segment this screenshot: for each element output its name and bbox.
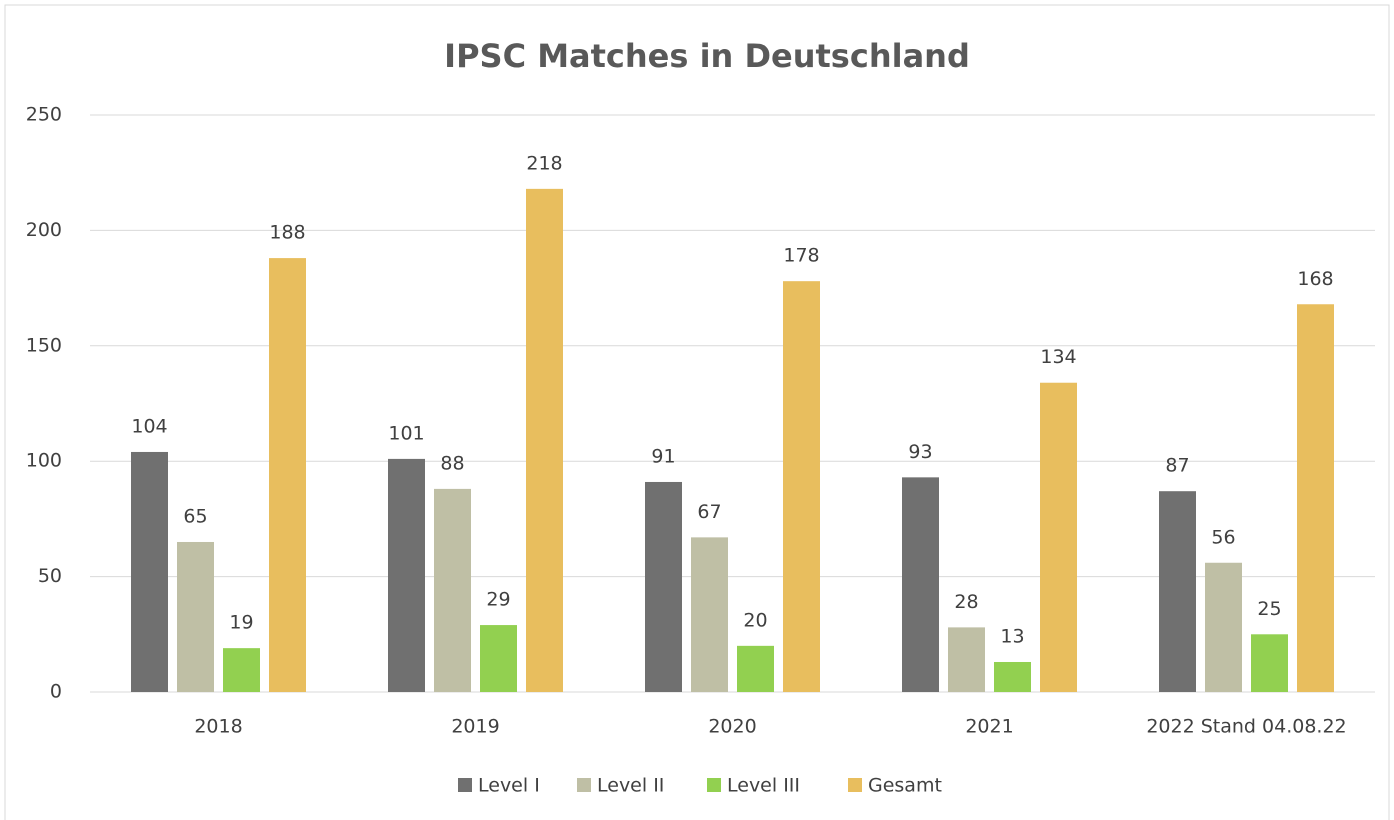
bar bbox=[1251, 634, 1288, 692]
data-label: 29 bbox=[486, 589, 510, 611]
x-tick-label: 2022 Stand 04.08.22 bbox=[1146, 716, 1346, 738]
data-label: 87 bbox=[1165, 455, 1189, 477]
data-label: 88 bbox=[440, 452, 464, 474]
data-label: 101 bbox=[388, 422, 424, 444]
legend-swatch bbox=[577, 778, 591, 792]
legend-label: Level III bbox=[727, 775, 800, 797]
data-label: 178 bbox=[783, 245, 819, 267]
bar bbox=[269, 258, 306, 692]
y-tick-label: 0 bbox=[50, 681, 62, 703]
bar bbox=[1297, 304, 1334, 692]
legend-swatch bbox=[848, 778, 862, 792]
bar bbox=[1040, 382, 1077, 692]
y-tick-label: 100 bbox=[26, 450, 62, 472]
x-tick-label: 2018 bbox=[194, 716, 242, 738]
data-label: 93 bbox=[908, 441, 932, 463]
bar bbox=[783, 281, 820, 692]
data-label: 13 bbox=[1000, 625, 1024, 647]
bar bbox=[691, 537, 728, 692]
chart-title: IPSC Matches in Deutschland bbox=[444, 37, 970, 75]
bar bbox=[948, 627, 985, 692]
bar bbox=[737, 645, 774, 692]
y-tick-label: 50 bbox=[38, 565, 62, 587]
bar bbox=[645, 481, 682, 692]
data-label: 91 bbox=[651, 445, 675, 467]
data-label: 104 bbox=[131, 415, 167, 437]
x-tick-label: 2020 bbox=[708, 716, 756, 738]
x-tick-label: 2021 bbox=[965, 716, 1013, 738]
data-label: 20 bbox=[743, 609, 767, 631]
y-tick-label: 200 bbox=[26, 219, 62, 241]
data-label: 188 bbox=[269, 222, 305, 244]
data-label: 65 bbox=[183, 505, 207, 527]
bar bbox=[1205, 562, 1242, 692]
bar bbox=[434, 488, 471, 692]
legend-label: Level II bbox=[597, 775, 664, 797]
bar bbox=[388, 458, 425, 692]
data-label: 218 bbox=[526, 152, 562, 174]
bar bbox=[131, 451, 168, 692]
data-label: 67 bbox=[697, 501, 721, 523]
data-label: 56 bbox=[1211, 526, 1235, 548]
bar bbox=[526, 188, 563, 692]
data-label: 25 bbox=[1257, 598, 1281, 620]
bar bbox=[1159, 491, 1196, 692]
bar bbox=[994, 661, 1031, 692]
legend-label: Level I bbox=[478, 775, 540, 797]
data-label: 19 bbox=[229, 612, 253, 634]
bar bbox=[223, 648, 260, 692]
legend-label: Gesamt bbox=[868, 775, 942, 797]
y-tick-label: 150 bbox=[26, 334, 62, 356]
chart-frame bbox=[4, 4, 1390, 820]
bar bbox=[480, 625, 517, 692]
bar bbox=[177, 541, 214, 692]
data-label: 168 bbox=[1297, 268, 1333, 290]
data-label: 134 bbox=[1040, 346, 1076, 368]
y-tick-label: 250 bbox=[26, 104, 62, 126]
legend-swatch bbox=[707, 778, 721, 792]
data-label: 28 bbox=[954, 591, 978, 613]
x-tick-label: 2019 bbox=[451, 716, 499, 738]
bar bbox=[902, 477, 939, 692]
legend-swatch bbox=[458, 778, 472, 792]
